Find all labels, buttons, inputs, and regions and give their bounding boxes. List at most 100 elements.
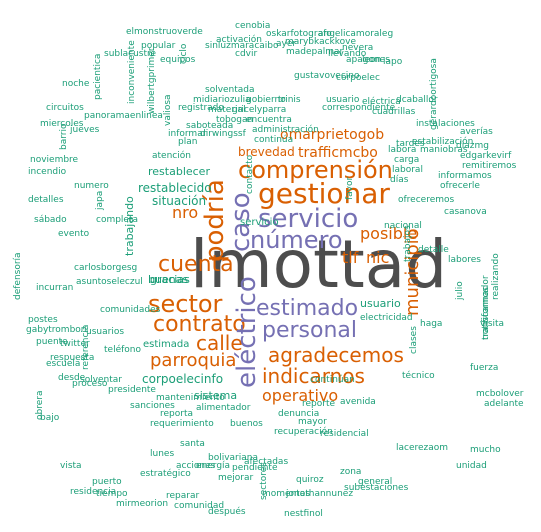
word-small-86: jonathannunez bbox=[286, 489, 354, 499]
word-posible: posible bbox=[360, 224, 418, 243]
word-small-138: pendiente bbox=[232, 463, 278, 473]
word-small-47: ofreceremos bbox=[398, 195, 455, 205]
word-small-109: numero bbox=[74, 181, 109, 191]
word-small-71: avenida bbox=[340, 397, 376, 407]
word-small-110: sábado bbox=[34, 215, 67, 225]
word-small-129: valiosa bbox=[163, 94, 173, 126]
word-small-15: pacientica bbox=[93, 53, 103, 100]
word-sector: sector bbox=[148, 290, 223, 318]
word-small-153: haga bbox=[420, 319, 443, 329]
word-small-2: angelicamoraleg bbox=[318, 29, 394, 39]
word-small-49: nacional bbox=[384, 221, 422, 231]
word-agradecemos: agradecemos bbox=[268, 343, 404, 367]
word-small-124: mirmeorion bbox=[116, 499, 169, 509]
word-gracias: gracias bbox=[150, 273, 190, 286]
word-small-133: usuario bbox=[326, 95, 360, 105]
word-small-141: lunes bbox=[150, 449, 175, 459]
word-small-144: mejorar bbox=[218, 473, 254, 483]
word-small-148: mcbolover bbox=[476, 389, 524, 399]
word-small-40: estabilización bbox=[412, 137, 474, 147]
word-small-82: reparar bbox=[166, 491, 200, 501]
word-small-13: madepalmar bbox=[286, 47, 344, 57]
word-small-126: solventada bbox=[205, 85, 255, 95]
word-small-52: detalle bbox=[418, 245, 449, 255]
word-small-75: mantenimiento bbox=[156, 393, 225, 403]
word-small-117: escuela bbox=[46, 359, 81, 369]
word-small-147: mucho bbox=[470, 445, 501, 455]
word-small-60: informar bbox=[168, 129, 207, 139]
word-small-44: remitiremos bbox=[462, 161, 517, 171]
word-small-107: noviembre bbox=[30, 155, 79, 165]
word-small-67: denuncia bbox=[278, 409, 320, 419]
word-small-7: sublacustre bbox=[104, 49, 157, 59]
word-small-76: requerimiento bbox=[150, 419, 214, 429]
word-small-95: respuesta bbox=[50, 353, 95, 363]
word-servicio-small: servicio bbox=[240, 217, 279, 228]
word-small-37: laboral bbox=[392, 165, 423, 175]
word-small-56: usuarios bbox=[86, 327, 125, 337]
word-electrico: eléctrico bbox=[232, 276, 262, 388]
word-small-28: material bbox=[208, 105, 246, 115]
word-small-83: comunidad bbox=[174, 501, 225, 511]
word-small-106: panoramaenlinea bbox=[84, 111, 163, 121]
word-small-130: saboteada bbox=[186, 121, 234, 131]
word-small-20: leon bbox=[362, 55, 382, 65]
word-sistema: sistema bbox=[194, 389, 238, 402]
word-small-149: adelante bbox=[484, 399, 524, 409]
word-estimado: estimado bbox=[256, 296, 359, 321]
word-calle: calle bbox=[196, 331, 243, 355]
word-parroquia: parroquia bbox=[150, 350, 237, 371]
word-small-16: equipos bbox=[160, 55, 196, 65]
word-small-120: vista bbox=[60, 461, 82, 471]
word-small-8: popular bbox=[141, 41, 176, 51]
word-small-32: contacto bbox=[245, 154, 255, 194]
word-restablecer: restablecer bbox=[148, 165, 210, 178]
word-small-152: gerardoortigosa bbox=[429, 58, 439, 130]
word-small-103: miercoles bbox=[40, 119, 84, 129]
word-small-68: mayor bbox=[298, 417, 327, 427]
word-small-61: plan bbox=[178, 137, 198, 147]
word-small-66: buenos bbox=[230, 419, 263, 429]
word-small-134: eléctrica bbox=[362, 97, 401, 107]
word-small-142: energía bbox=[196, 461, 231, 471]
word-small-100: evento bbox=[58, 229, 90, 239]
word-small-92: desde bbox=[58, 373, 86, 383]
word-small-26: instalaciones bbox=[416, 119, 475, 129]
word-small-35: tardes bbox=[396, 139, 425, 149]
word-small-140: bolivariana bbox=[208, 453, 258, 463]
word-small-112: completa bbox=[96, 215, 139, 225]
word-small-41: averías bbox=[460, 127, 493, 137]
word-small-123: tiempo bbox=[96, 489, 128, 499]
word-small-127: midiariozulia bbox=[193, 95, 251, 105]
word-situacion: situación bbox=[152, 194, 207, 208]
word-small-114: asuntoseleczul bbox=[76, 277, 143, 287]
word-cuenta: cuenta bbox=[158, 252, 234, 277]
word-small-57: comunidades bbox=[100, 305, 161, 315]
word-small-50: trabajos bbox=[403, 225, 413, 262]
word-small-137: trinis bbox=[278, 95, 301, 105]
word-small-145: momentos bbox=[262, 489, 311, 499]
word-small-17: inconveniente bbox=[127, 40, 137, 104]
word-small-119: bajo bbox=[40, 413, 60, 423]
word-small-27: registrado bbox=[178, 103, 224, 113]
word-small-139: estratégico bbox=[140, 469, 191, 479]
word-small-132: corpoelec bbox=[336, 73, 380, 83]
word-small-69: recuperación bbox=[274, 427, 333, 437]
word-small-72: residencial bbox=[320, 429, 369, 439]
word-small-104: jueves bbox=[70, 125, 100, 135]
word-small-128: gricelyparra bbox=[232, 105, 287, 115]
word-small-4: activación bbox=[216, 35, 262, 45]
word-small-58: teléfono bbox=[104, 345, 141, 355]
word-indicarnos: indicarnos bbox=[262, 364, 365, 388]
word-small-53: julio bbox=[455, 281, 465, 300]
word-atencion: atención bbox=[152, 151, 191, 161]
word-small-11: cdvir bbox=[235, 49, 258, 59]
word-small-31: continúa bbox=[254, 135, 294, 145]
word-small-45: informamos bbox=[438, 171, 492, 181]
word-small-33: favor bbox=[345, 176, 355, 200]
word-trabajando: trabajando bbox=[123, 196, 136, 256]
word-small-38: labora bbox=[388, 145, 417, 155]
word-small-85: nestfinol bbox=[284, 509, 323, 519]
word-small-88: lacerezaom bbox=[396, 443, 449, 453]
